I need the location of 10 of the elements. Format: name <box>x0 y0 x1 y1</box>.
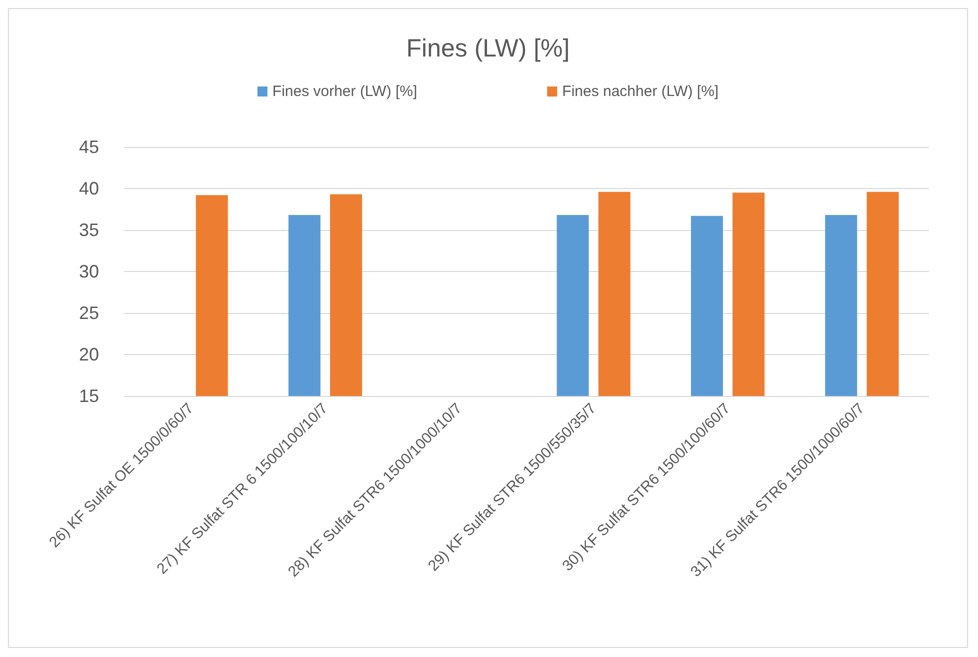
legend-label: Fines vorher (LW) [%] <box>272 83 418 100</box>
y-tick-label: 25 <box>78 303 99 323</box>
y-tick-label: 20 <box>78 344 99 364</box>
y-tick-label: 35 <box>78 220 99 240</box>
y-tick-label: 40 <box>78 178 99 198</box>
chart-title: Fines (LW) [%] <box>406 34 570 62</box>
y-tick-label: 45 <box>78 137 99 157</box>
y-tick-label: 15 <box>78 386 99 406</box>
y-tick-label: 30 <box>78 262 99 282</box>
legend-label: Fines nachher (LW) [%] <box>562 83 719 100</box>
